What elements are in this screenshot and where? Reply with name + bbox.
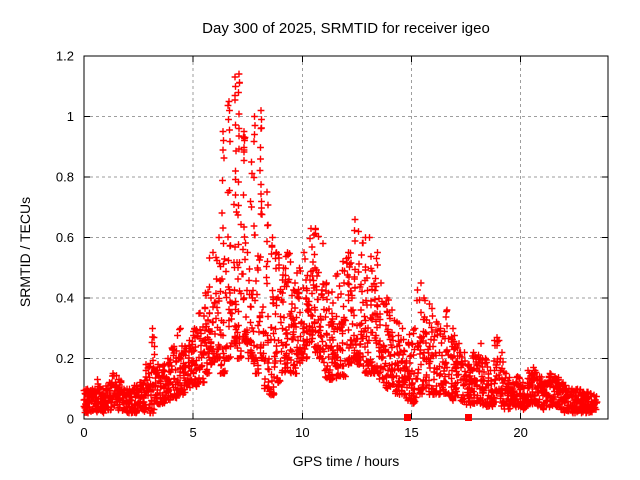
y-tick-label: 0.8 — [56, 170, 74, 185]
x-tick-label: 5 — [190, 425, 197, 440]
square-markers — [404, 413, 473, 421]
y-axis-label: SRMTID / TECUs — [17, 197, 33, 307]
x-tick-label: 20 — [513, 425, 527, 440]
y-tick-label: 0.2 — [56, 351, 74, 366]
chart-title: Day 300 of 2025, SRMTID for receiver ige… — [202, 20, 490, 37]
y-tick-label: 1 — [67, 109, 74, 124]
y-tick-label: 0.4 — [56, 291, 74, 306]
x-tick-label: 15 — [404, 425, 418, 440]
square-marker — [465, 413, 473, 421]
y-tick-labels: 0 0.2 0.4 0.6 0.8 1 1.2 — [56, 49, 74, 427]
y-tick-label: 0.6 — [56, 230, 74, 245]
scatter-points-plus-markers — [80, 70, 601, 417]
square-marker — [404, 413, 412, 421]
x-tick-labels: 0 5 10 15 20 — [80, 425, 528, 440]
y-tick-label: 1.2 — [56, 49, 74, 64]
x-axis-label: GPS time / hours — [293, 453, 400, 469]
y-tick-label: 0 — [67, 412, 74, 427]
x-tick-label: 10 — [295, 425, 309, 440]
axis-ticks — [83, 55, 608, 420]
x-tick-label: 0 — [80, 425, 87, 440]
